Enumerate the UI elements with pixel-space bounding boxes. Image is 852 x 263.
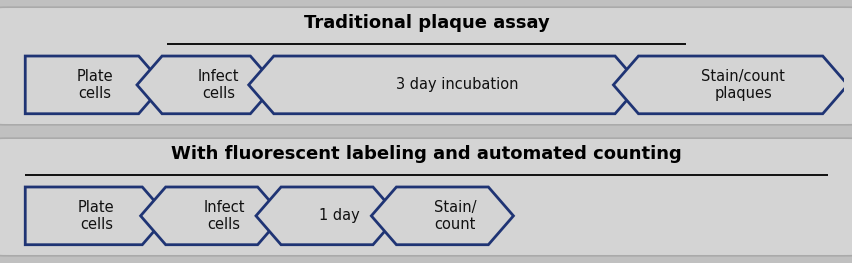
Polygon shape [256,187,398,245]
FancyBboxPatch shape [0,7,852,125]
Text: Infect
cells: Infect cells [204,200,245,232]
FancyBboxPatch shape [0,138,852,256]
Text: With fluorescent labeling and automated counting: With fluorescent labeling and automated … [171,145,681,163]
Polygon shape [137,56,275,114]
Polygon shape [371,187,513,245]
Text: Traditional plaque assay: Traditional plaque assay [303,14,549,32]
Text: Plate
cells: Plate cells [76,69,112,101]
Polygon shape [613,56,847,114]
Polygon shape [26,187,167,245]
Text: Stain/count
plaques: Stain/count plaques [700,69,784,101]
Polygon shape [26,56,164,114]
Polygon shape [141,187,282,245]
Text: 3 day incubation: 3 day incubation [395,77,518,92]
Text: 1 day: 1 day [319,208,360,223]
Text: Plate
cells: Plate cells [78,200,114,232]
Text: Infect
cells: Infect cells [198,69,239,101]
Text: Stain/
count: Stain/ count [433,200,475,232]
Polygon shape [249,56,639,114]
